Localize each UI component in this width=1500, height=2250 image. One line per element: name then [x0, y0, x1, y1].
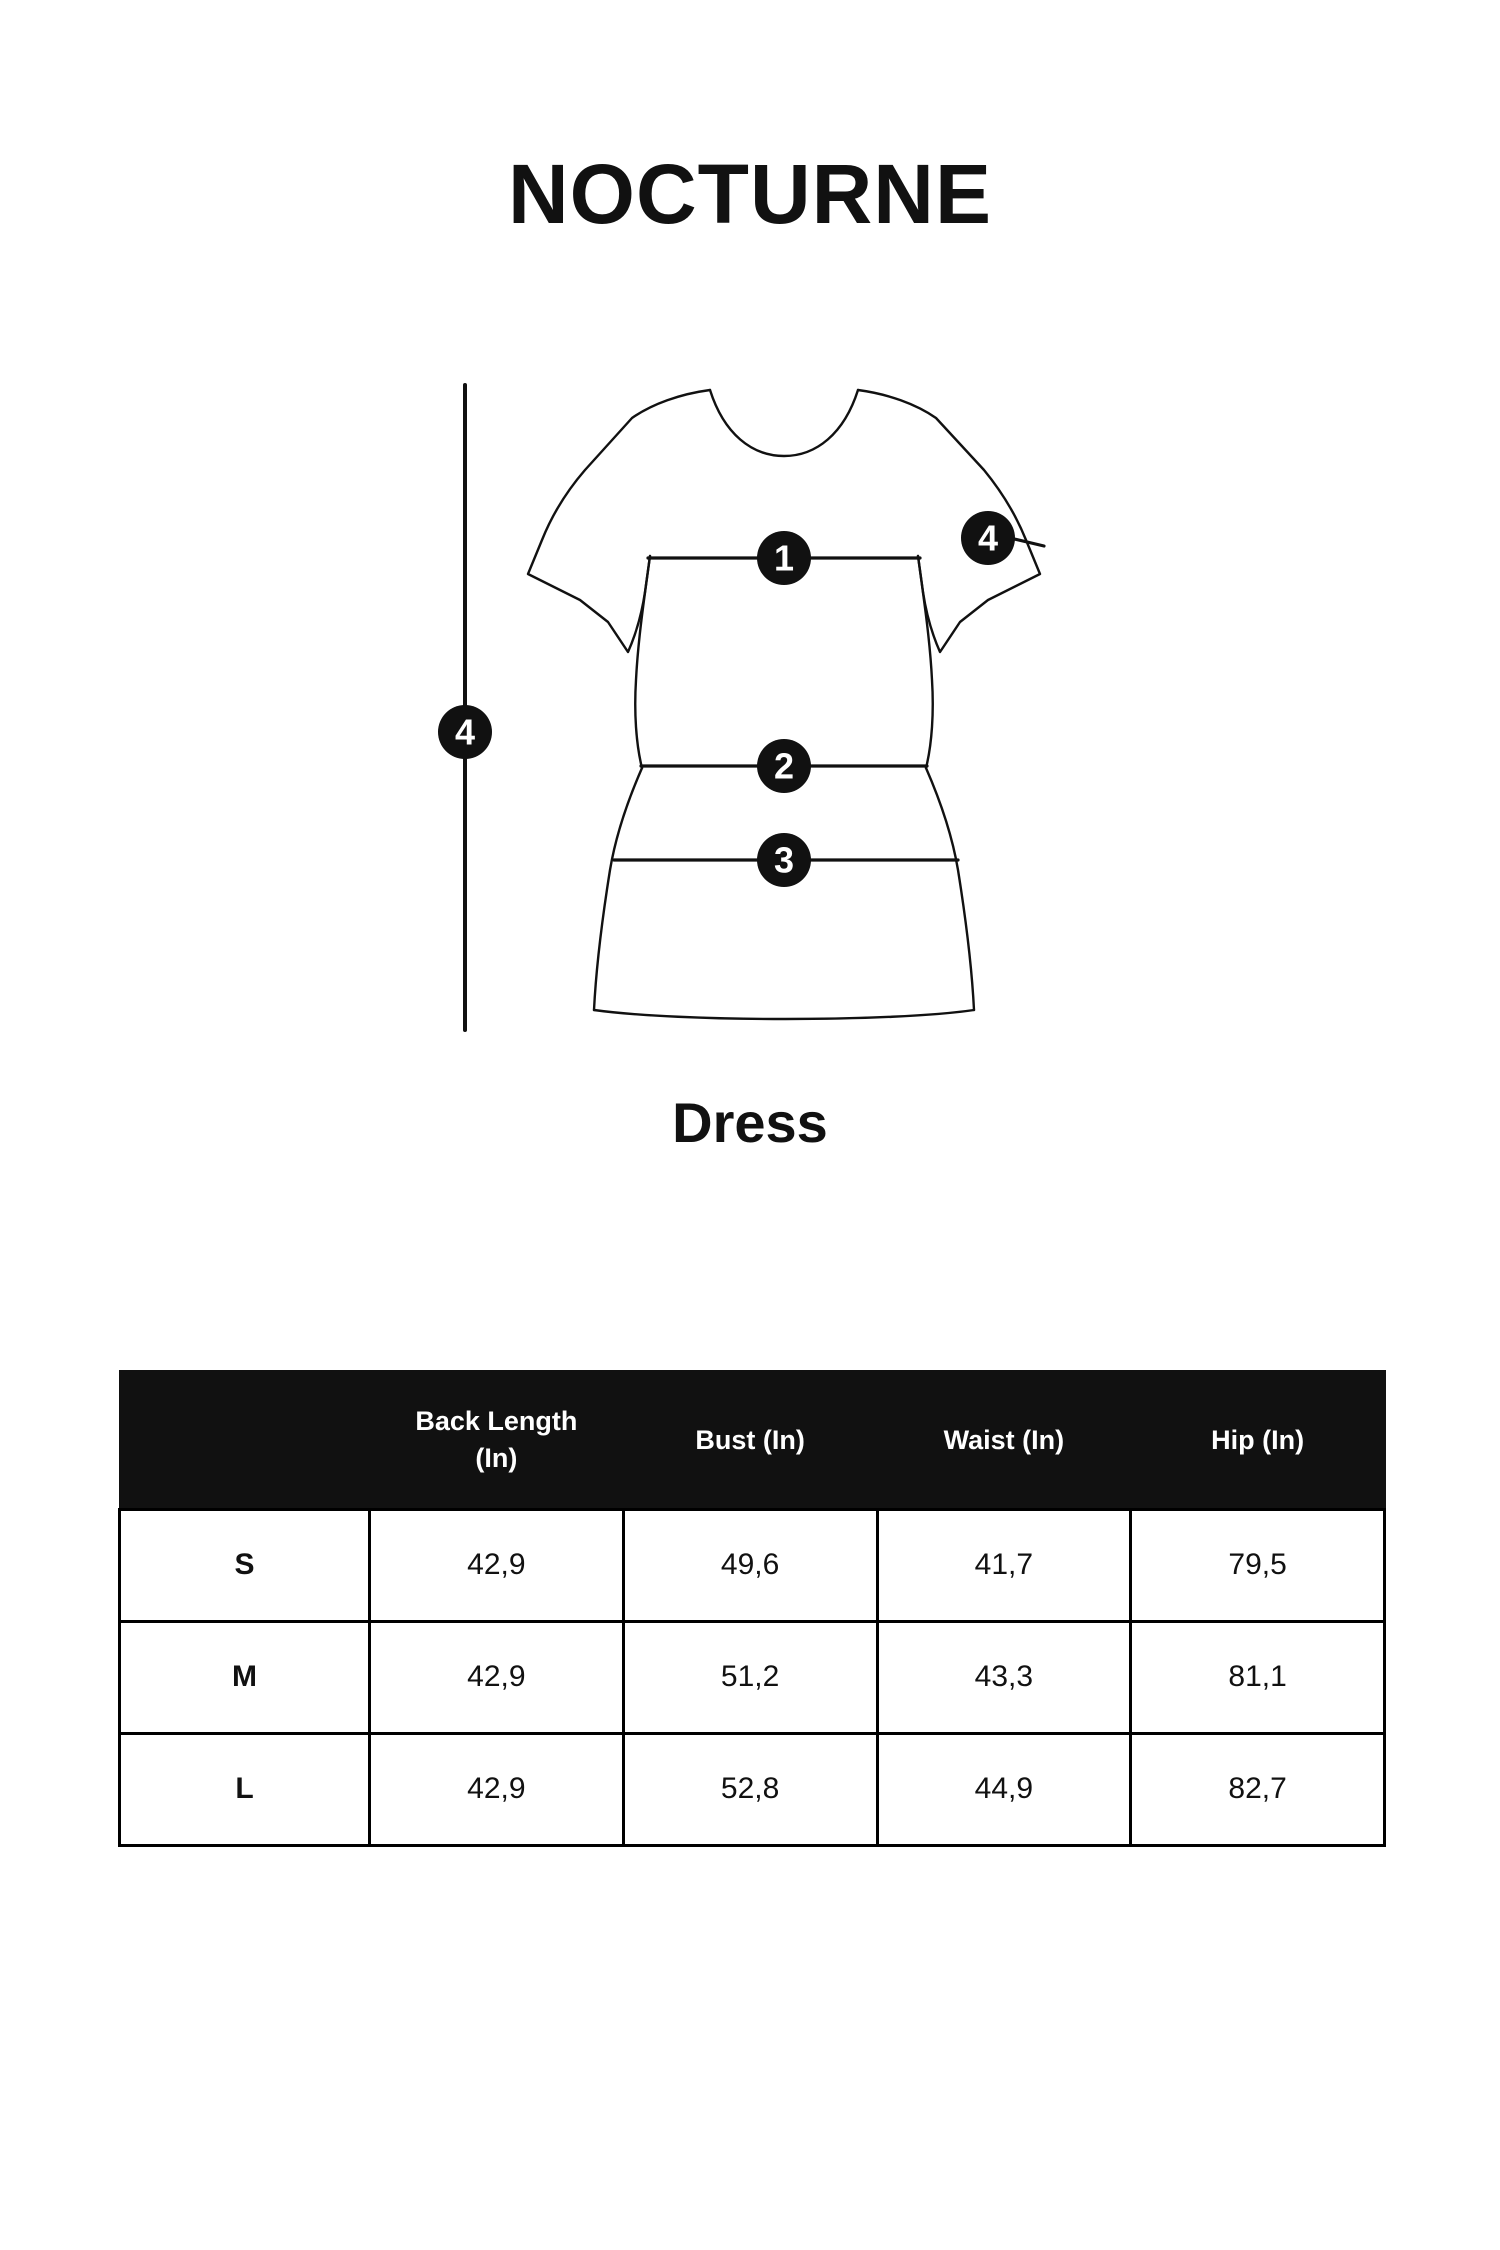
column-header-back-length: Back Length (In) [368, 1370, 625, 1510]
marker-badge-1-label: 1 [774, 538, 794, 579]
marker-badge-4-back-length-label: 4 [455, 712, 475, 753]
row-size-label: M [118, 1619, 371, 1735]
column-header-hip: Hip (In) [1129, 1370, 1386, 1510]
marker-badge-3-label: 3 [774, 840, 794, 881]
marker-badge-4-sleeve-label: 4 [978, 518, 998, 559]
row-size-label: L [118, 1731, 371, 1847]
cell-hip: 81,1 [1129, 1619, 1386, 1735]
marker-badge-4-sleeve: 4 [961, 511, 1015, 565]
right-skirt-seam [924, 766, 976, 1012]
brand-title: NOCTURNE [508, 147, 992, 241]
cell-bust: 52,8 [621, 1731, 879, 1847]
size-chart-body: S 42,9 49,6 41,7 79,5 M 42,9 51,2 43,3 8… [118, 1507, 1386, 1847]
marker-badge-4-back-length: 4 [438, 705, 492, 759]
cell-back-length: 42,9 [368, 1619, 625, 1735]
table-row: S 42,9 49,6 41,7 79,5 [118, 1507, 1386, 1623]
neckline [708, 388, 860, 458]
marker-badge-1: 1 [757, 531, 811, 585]
column-header-back-length-line1: Back Length [415, 1406, 578, 1437]
garment-caption: Dress [672, 1091, 828, 1154]
left-sleeve-outline [526, 388, 712, 654]
garment-diagram: 1 2 3 4 4 [380, 360, 1080, 1060]
table-row: M 42,9 51,2 43,3 81,1 [118, 1619, 1386, 1735]
size-chart-container: Back Length (In) Bust (In) Waist (In) Hi… [118, 1370, 1386, 1847]
cell-bust: 49,6 [621, 1507, 879, 1623]
table-header-row: Back Length (In) Bust (In) Waist (In) Hi… [118, 1370, 1386, 1510]
right-sleeve-outline [856, 388, 1042, 654]
marker-badge-2-label: 2 [774, 746, 794, 787]
hem-line [592, 1008, 976, 1021]
right-bodice-seam [916, 554, 934, 770]
cell-bust: 51,2 [621, 1619, 879, 1735]
cell-waist: 44,9 [875, 1731, 1133, 1847]
column-header-size [118, 1370, 371, 1510]
cell-waist: 41,7 [875, 1507, 1133, 1623]
column-header-bust: Bust (In) [622, 1370, 878, 1510]
dress-technical-drawing: 1 2 3 4 4 [438, 383, 1046, 1032]
column-header-waist: Waist (In) [876, 1370, 1132, 1510]
left-bodice-seam [634, 554, 652, 770]
size-chart-table: Back Length (In) Bust (In) Waist (In) Hi… [118, 1370, 1386, 1847]
row-size-label: S [118, 1507, 371, 1623]
marker-badge-2: 2 [757, 739, 811, 793]
column-header-back-length-line2: (In) [475, 1442, 518, 1473]
cell-hip: 79,5 [1129, 1507, 1386, 1623]
left-skirt-seam [592, 766, 644, 1012]
size-chart-header: Back Length (In) Bust (In) Waist (In) Hi… [118, 1370, 1386, 1510]
marker-badge-3: 3 [757, 833, 811, 887]
cell-back-length: 42,9 [368, 1507, 625, 1623]
cell-back-length: 42,9 [368, 1731, 625, 1847]
cell-waist: 43,3 [875, 1619, 1133, 1735]
table-row: L 42,9 52,8 44,9 82,7 [118, 1731, 1386, 1847]
cell-hip: 82,7 [1129, 1731, 1386, 1847]
